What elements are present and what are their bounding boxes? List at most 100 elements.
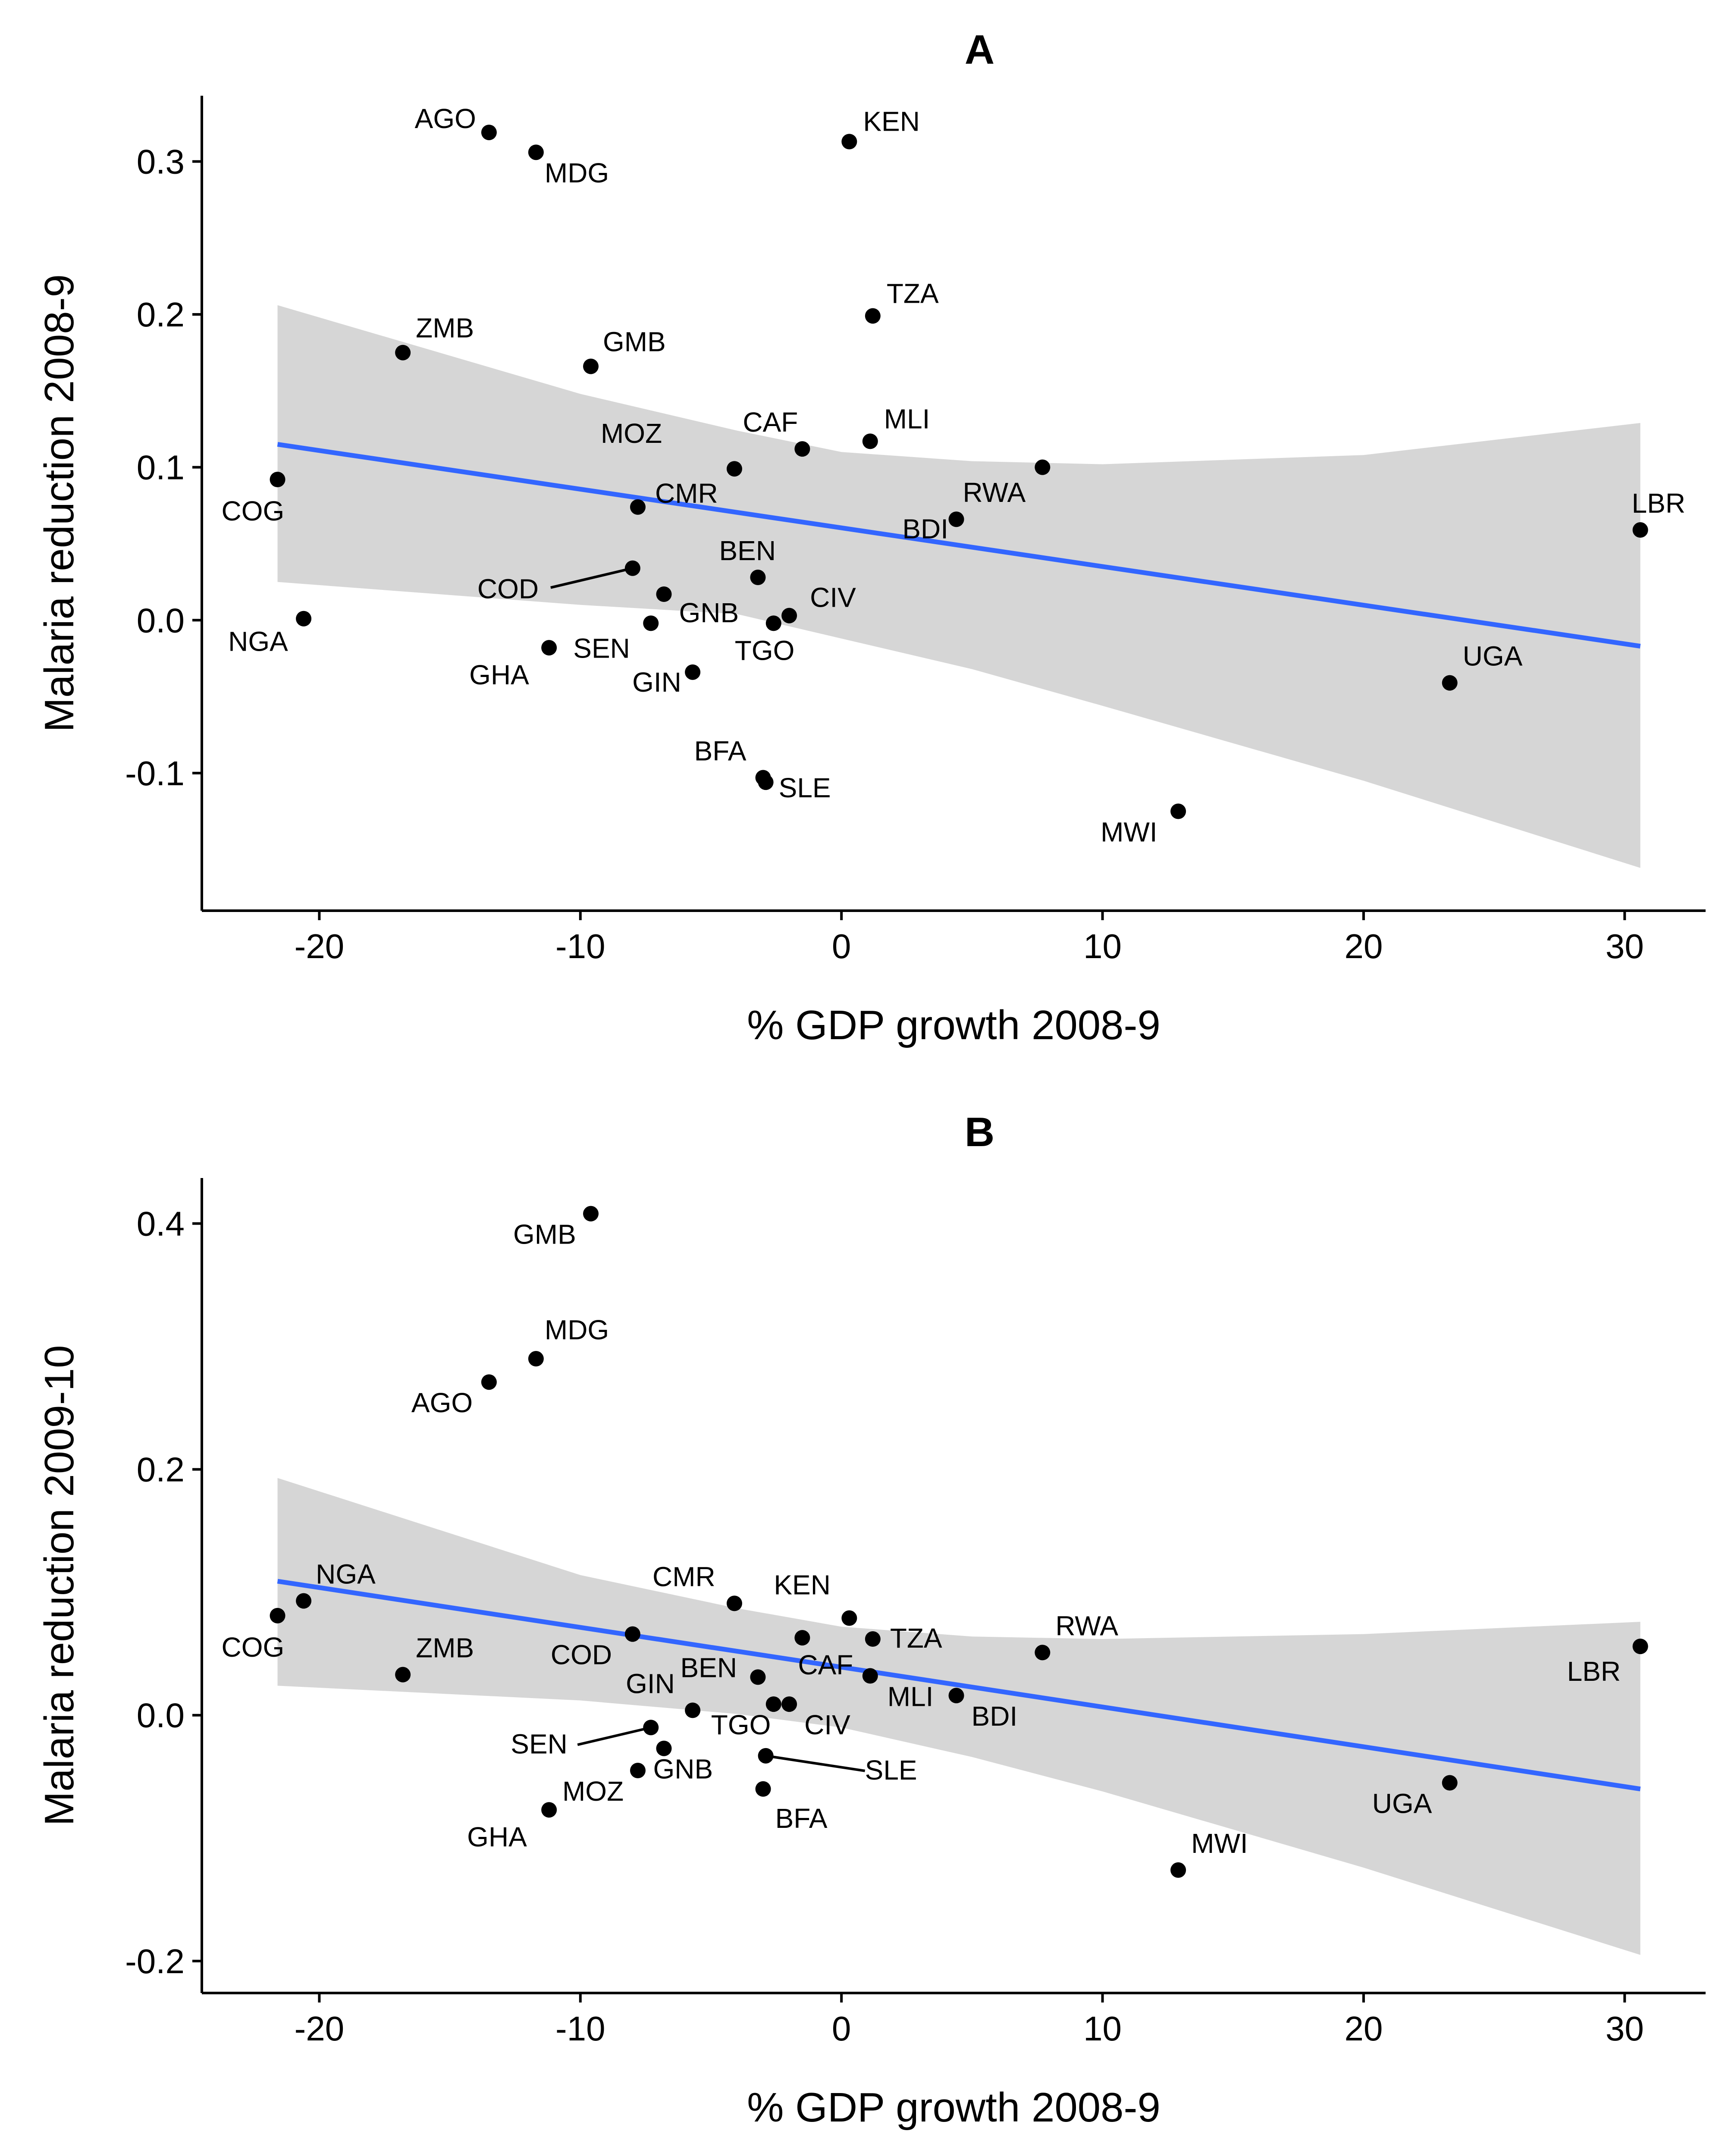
point-label: RWA [1055, 1610, 1118, 1641]
x-tick-label: 30 [1606, 2009, 1644, 2048]
point-label: CAF [743, 407, 798, 438]
data-point [948, 1688, 964, 1704]
panel-b: B -20 -10 0 10 20 30 -0.2 0.0 0.2 0.4 % GDP growth … [36, 1109, 1706, 2131]
label-leader-line [577, 1726, 651, 1746]
data-point [841, 134, 857, 150]
x-tick-label: 0 [832, 927, 851, 965]
point-label: BEN [719, 535, 776, 566]
point-label: GHA [469, 659, 529, 690]
x-tick-label: -10 [555, 2009, 605, 2048]
data-point [865, 308, 881, 324]
point-label: TZA [887, 278, 939, 309]
point-label: LBR [1632, 488, 1686, 519]
x-tick-label: 0 [832, 2009, 851, 2048]
data-point [656, 1740, 672, 1756]
label-leader-line [550, 567, 633, 589]
data-point [481, 125, 497, 141]
point-label: GMB [513, 1219, 576, 1250]
data-point [643, 1720, 659, 1736]
point-label: COG [222, 1632, 285, 1663]
data-point [794, 1630, 810, 1646]
x-tick-label: 30 [1606, 927, 1644, 965]
x-axis-title: % GDP growth 2008-9 [747, 2084, 1160, 2131]
point-label: BEN [680, 1652, 737, 1683]
point-label: AGO [411, 1387, 473, 1418]
data-point [794, 441, 810, 457]
point-label: GHA [467, 1821, 527, 1852]
point-label: GNB [653, 1754, 713, 1785]
data-point [1442, 675, 1458, 691]
data-point [1035, 459, 1051, 475]
y-tick-label: 0.4 [137, 1204, 185, 1243]
x-tick-label: 10 [1083, 2009, 1122, 2048]
x-tick-label: -10 [555, 927, 605, 965]
panel-title: B [965, 1109, 994, 1155]
point-label: CMR [655, 478, 718, 509]
data-point [765, 615, 781, 631]
data-point [1170, 803, 1186, 819]
data-point [395, 1667, 411, 1683]
y-tick-label: -0.2 [125, 1942, 185, 1981]
point-label: CMR [652, 1561, 715, 1592]
point-label: BDI [902, 514, 948, 545]
y-tick-label: -0.1 [125, 754, 185, 793]
x-tick-label: 20 [1344, 927, 1383, 965]
point-label: GNB [679, 597, 739, 628]
point-label: TGO [735, 635, 795, 666]
point-label: MWI [1191, 1828, 1248, 1859]
y-tick-label: 0.1 [137, 448, 185, 487]
point-label: SLE [865, 1755, 917, 1786]
data-point [630, 499, 646, 515]
data-point [865, 1631, 881, 1647]
data-point [1170, 1862, 1186, 1878]
data-point [755, 1781, 771, 1797]
data-point [656, 586, 672, 602]
point-label: NGA [228, 626, 288, 657]
point-label: BFA [694, 736, 746, 767]
data-point [1442, 1775, 1458, 1791]
point-label: GIN [626, 1668, 675, 1699]
data-point [685, 1702, 701, 1718]
data-point [528, 1351, 544, 1367]
data-point [862, 433, 878, 449]
data-point [643, 615, 659, 631]
point-label: MLI [884, 403, 930, 434]
data-point [583, 358, 599, 374]
data-point [270, 472, 285, 488]
data-point [758, 774, 774, 790]
data-point [630, 1763, 646, 1779]
panel-a: A -20 -10 0 10 20 30 -0.1 0.0 0.1 0.2 0.3 % GDP grow… [36, 27, 1706, 1048]
y-tick-label: 0.2 [137, 295, 185, 334]
regression-line [277, 1579, 1641, 1792]
point-label: COD [551, 1639, 612, 1670]
point-label: NGA [316, 1559, 376, 1590]
point-label: SLE [779, 772, 831, 803]
regression-line [277, 442, 1641, 649]
point-label: ZMB [416, 313, 474, 344]
point-label: MLI [888, 1681, 934, 1712]
x-tick-label: -20 [295, 927, 345, 965]
point-label: COG [222, 495, 285, 526]
data-point [624, 560, 640, 576]
data-point [758, 1748, 774, 1764]
point-label: COD [477, 573, 539, 605]
confidence-ribbon [277, 305, 1640, 868]
data-point [726, 461, 742, 477]
data-point [948, 511, 964, 527]
data-point [395, 345, 411, 360]
point-label: GIN [632, 667, 681, 698]
data-point [841, 1610, 857, 1626]
point-label: SEN [511, 1728, 568, 1759]
y-tick-label: 0.0 [137, 1696, 185, 1735]
point-label: CIV [810, 582, 856, 613]
y-axis-title: Malaria reduction 2008-9 [36, 274, 82, 732]
point-label: AGO [415, 103, 476, 134]
x-tick-label: 20 [1344, 2009, 1383, 2048]
panel-title: A [965, 27, 994, 73]
point-label: ZMB [416, 1633, 474, 1664]
y-tick-label: 0.3 [137, 142, 185, 181]
x-axis-title: % GDP growth 2008-9 [747, 1002, 1160, 1048]
data-point [541, 640, 557, 656]
confidence-ribbon [277, 1478, 1640, 1955]
